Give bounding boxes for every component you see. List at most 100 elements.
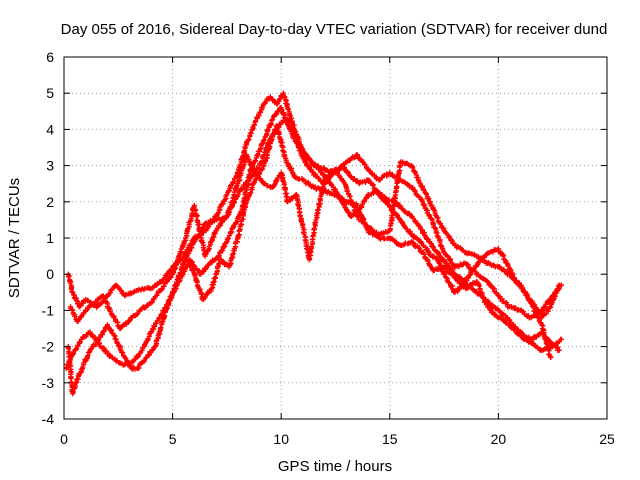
data-marker xyxy=(456,286,462,293)
data-marker xyxy=(261,137,267,143)
data-marker xyxy=(169,292,175,299)
data-marker xyxy=(347,193,353,199)
data-marker xyxy=(441,271,447,277)
data-point xyxy=(419,199,425,205)
data-marker xyxy=(70,388,76,395)
y-tick-label: 5 xyxy=(46,85,54,101)
data-marker xyxy=(153,338,159,344)
data-marker xyxy=(156,315,163,321)
data-marker xyxy=(77,339,83,345)
y-tick-label: -2 xyxy=(42,339,55,355)
data-marker xyxy=(259,141,265,147)
data-marker xyxy=(88,346,94,352)
data-marker xyxy=(426,196,432,202)
data-marker xyxy=(65,362,71,368)
data-marker xyxy=(194,213,200,219)
data-marker xyxy=(174,281,180,288)
data-marker xyxy=(85,352,91,359)
x-axis-label: GPS time / hours xyxy=(278,458,392,475)
data-marker xyxy=(412,188,418,194)
y-tick-label: -4 xyxy=(42,411,55,427)
data-marker xyxy=(101,295,107,301)
data-marker xyxy=(248,130,254,136)
data-marker xyxy=(196,228,202,234)
data-marker xyxy=(430,254,436,260)
x-tick-label: 10 xyxy=(273,431,289,447)
data-marker xyxy=(105,324,111,330)
data-marker xyxy=(515,281,521,287)
data-marker xyxy=(230,179,236,185)
data-marker xyxy=(92,334,98,340)
grid-lines xyxy=(64,57,607,419)
data-marker xyxy=(134,354,140,360)
data-marker xyxy=(370,182,376,188)
data-marker xyxy=(152,323,158,330)
data-marker xyxy=(66,274,72,280)
data-marker xyxy=(549,299,555,306)
data-point xyxy=(556,347,562,353)
data-marker xyxy=(328,173,334,179)
data-marker xyxy=(222,196,228,203)
data-marker xyxy=(308,244,315,250)
data-marker xyxy=(389,212,395,219)
data-point xyxy=(130,289,137,295)
x-tick-label: 5 xyxy=(169,431,177,447)
data-marker xyxy=(285,106,292,112)
data-marker xyxy=(446,234,452,240)
y-tick-label: -1 xyxy=(42,302,55,318)
data-marker xyxy=(518,330,525,336)
data-series xyxy=(63,90,564,397)
data-marker xyxy=(256,170,263,176)
data-marker xyxy=(282,94,288,100)
data-marker xyxy=(410,165,416,171)
data-marker xyxy=(246,136,252,142)
data-marker xyxy=(147,349,153,355)
data-marker xyxy=(168,274,174,280)
data-marker xyxy=(327,174,333,180)
data-point xyxy=(528,315,534,321)
data-marker xyxy=(290,128,296,134)
data-marker xyxy=(269,117,275,124)
y-tick-label: 2 xyxy=(46,194,54,210)
data-marker xyxy=(68,375,74,382)
data-marker xyxy=(97,334,103,340)
data-marker xyxy=(315,207,321,213)
data-marker xyxy=(212,230,218,236)
data-marker xyxy=(182,266,189,272)
data-marker xyxy=(93,299,99,305)
y-tick-label: 0 xyxy=(46,266,54,282)
data-marker xyxy=(416,245,423,251)
data-marker xyxy=(73,297,80,304)
data-marker xyxy=(542,333,548,339)
x-tick-label: 25 xyxy=(599,431,615,447)
data-marker xyxy=(252,157,259,164)
data-marker xyxy=(149,299,156,305)
y-tick-label: 6 xyxy=(46,49,54,65)
y-tick-label: -3 xyxy=(42,375,55,391)
data-marker xyxy=(96,340,103,346)
data-marker xyxy=(421,202,428,208)
data-point xyxy=(539,322,545,328)
data-marker xyxy=(158,325,164,331)
data-marker xyxy=(92,342,98,348)
data-marker xyxy=(161,283,167,289)
data-marker xyxy=(344,188,351,194)
data-marker xyxy=(310,169,316,175)
data-marker xyxy=(259,166,266,172)
series-track-a xyxy=(65,90,564,321)
x-tick-label: 15 xyxy=(382,431,398,447)
data-marker xyxy=(331,192,338,198)
plot-area-border xyxy=(63,56,608,420)
x-tick-label: 0 xyxy=(60,431,68,447)
data-marker xyxy=(471,251,477,258)
y-tick-label: 3 xyxy=(46,158,54,174)
data-marker xyxy=(410,215,416,221)
y-tick-label: 4 xyxy=(46,121,54,137)
data-marker xyxy=(447,257,454,263)
data-point xyxy=(558,336,564,342)
data-marker xyxy=(148,329,154,335)
data-marker xyxy=(259,105,266,111)
x-tick-label: 20 xyxy=(491,431,507,447)
data-marker xyxy=(114,340,121,346)
